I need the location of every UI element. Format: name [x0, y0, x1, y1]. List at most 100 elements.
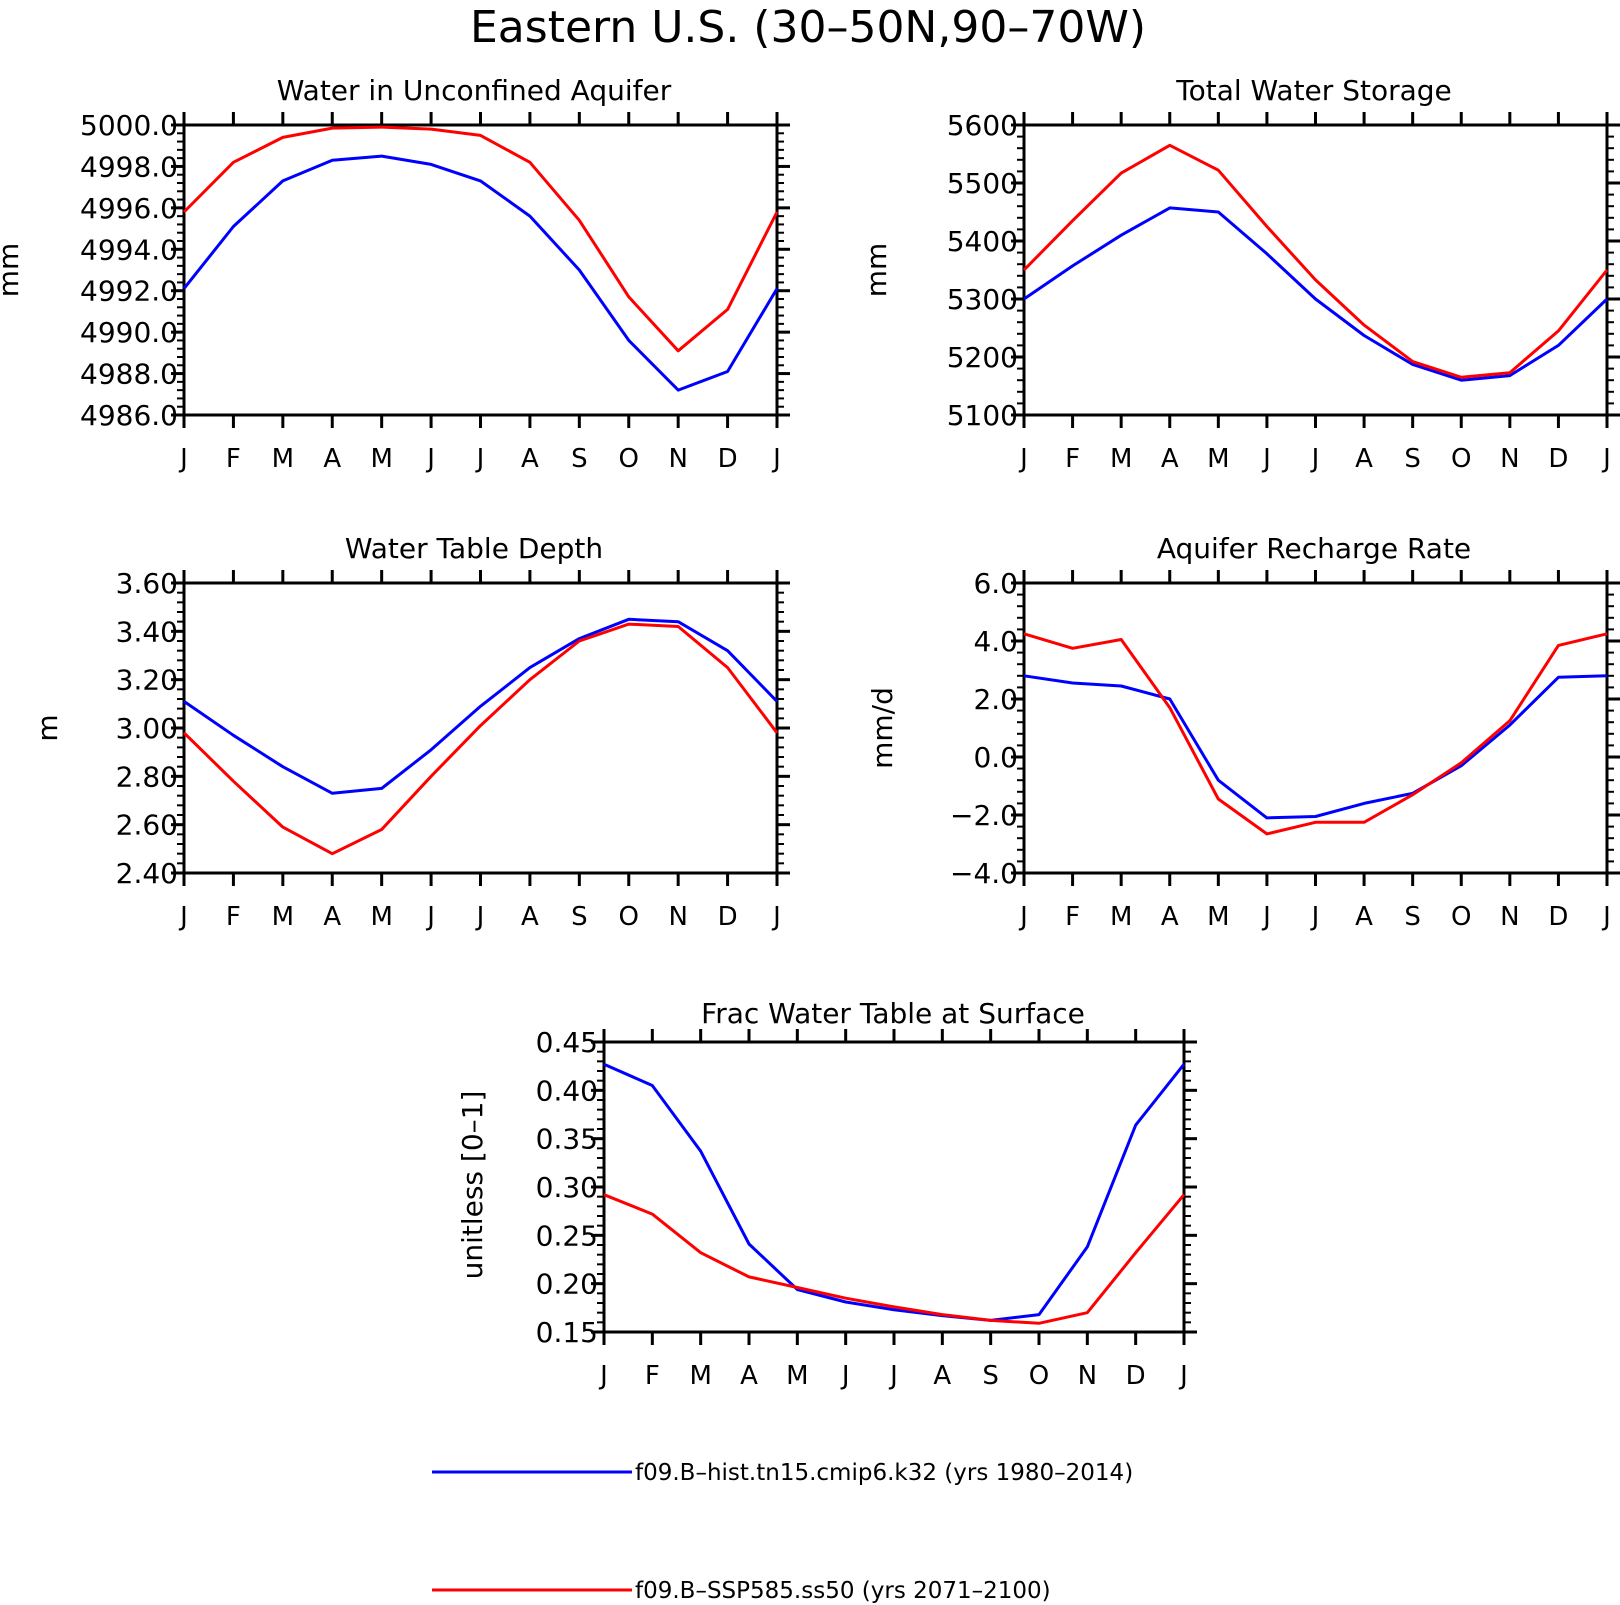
x-tick-label: D — [1126, 1361, 1146, 1391]
x-tick-label: D — [718, 444, 738, 474]
x-tick-label: F — [645, 1361, 660, 1391]
x-tick-label: A — [1161, 444, 1179, 474]
x-tick-label: M — [272, 902, 294, 932]
panel-title: Water in Unconfined Aquifer — [277, 74, 672, 107]
x-tick-label: J — [1178, 1361, 1188, 1391]
y-tick-label: −2.0 — [950, 799, 1018, 832]
y-tick-label: 2.80 — [116, 760, 178, 793]
x-tick-label: J — [771, 444, 781, 474]
panel-water-table-depth: Water Table Depth m J F M A M J J A S O N D J2.402.6… — [31, 532, 790, 932]
panel-title: Aquifer Recharge Rate — [1157, 532, 1471, 565]
x-tick-label: S — [571, 902, 588, 932]
y-tick-label: 5000.0 — [80, 109, 178, 142]
y-tick-label: 4998.0 — [80, 150, 178, 183]
x-tick-label: J — [1310, 444, 1320, 474]
x-tick-label: S — [982, 1361, 999, 1391]
series-line-ssp585 — [182, 622, 779, 856]
x-tick-label: O — [1451, 444, 1471, 474]
series-line-ssp585 — [1022, 143, 1609, 379]
y-tick-label: 3.00 — [116, 712, 178, 745]
x-tick-label: A — [521, 902, 539, 932]
x-tick-label: J — [475, 902, 485, 932]
x-tick-label: D — [1548, 902, 1568, 932]
x-tick-label: J — [598, 1361, 608, 1391]
x-tick-label: A — [521, 444, 539, 474]
y-axis-label: mm — [860, 243, 893, 298]
x-tick-label: A — [1161, 902, 1179, 932]
x-tick-label: N — [668, 444, 687, 474]
y-tick-label: 5300 — [947, 283, 1018, 316]
x-tick-label: A — [323, 902, 341, 932]
x-tick-label: J — [771, 902, 781, 932]
plot-frame — [182, 123, 779, 417]
x-tick-label: O — [619, 444, 639, 474]
series-line-hist — [183, 617, 779, 795]
y-tick-label: 2.0 — [973, 683, 1018, 716]
x-tick-label: J — [1261, 902, 1271, 932]
y-axis-label: m — [31, 714, 64, 741]
series-line-hist — [1023, 674, 1608, 820]
panel-title: Total Water Storage — [1175, 74, 1452, 107]
legend-label-hist: f09.B–hist.tn15.cmip6.k32 (yrs 1980–2014… — [635, 1460, 1133, 1486]
x-tick-label: J — [1310, 902, 1320, 932]
x-tick-label: M — [786, 1361, 808, 1391]
series-line-ssp585 — [182, 125, 779, 353]
x-tick-label: M — [370, 902, 392, 932]
x-tick-label: O — [619, 902, 639, 932]
x-tick-label: S — [571, 444, 588, 474]
y-tick-label: 0.20 — [536, 1268, 598, 1301]
x-tick-label: J — [1018, 444, 1028, 474]
y-tick-label: 4986.0 — [80, 399, 178, 432]
y-tick-label: 4.0 — [973, 625, 1018, 658]
y-tick-label: 2.40 — [116, 857, 178, 890]
y-tick-label: 5100 — [947, 399, 1018, 432]
x-tick-label: M — [1110, 444, 1132, 474]
y-tick-label: 0.30 — [536, 1171, 598, 1204]
y-tick-label: 3.20 — [116, 664, 178, 697]
y-tick-label: 2.60 — [116, 809, 178, 842]
x-tick-label: J — [178, 444, 188, 474]
panel-title: Water Table Depth — [345, 532, 603, 565]
y-tick-label: 4990.0 — [80, 316, 178, 349]
y-tick-label: 0.35 — [536, 1123, 598, 1156]
x-tick-label: M — [689, 1361, 711, 1391]
y-tick-label: 0.15 — [536, 1316, 598, 1349]
x-tick-label: N — [1500, 444, 1519, 474]
series-line-ssp585 — [603, 1193, 1186, 1325]
y-tick-label: 4992.0 — [80, 275, 178, 308]
x-tick-label: J — [178, 902, 188, 932]
x-tick-label: J — [475, 444, 485, 474]
y-tick-label: 0.45 — [536, 1026, 598, 1059]
y-tick-label: 4996.0 — [80, 192, 178, 225]
y-tick-label: 6.0 — [973, 567, 1018, 600]
y-tick-label: 4988.0 — [80, 358, 178, 391]
x-tick-label: A — [323, 444, 341, 474]
x-tick-label: A — [1355, 444, 1373, 474]
y-tick-label: 0.40 — [536, 1074, 598, 1107]
x-tick-label: F — [1065, 902, 1080, 932]
x-tick-label: J — [1018, 902, 1028, 932]
y-tick-label: −4.0 — [950, 857, 1018, 890]
figure-title: Eastern U.S. (30–50N,90–70W) — [470, 2, 1146, 53]
legend-label-ssp585: f09.B–SSP585.ss50 (yrs 2071–2100) — [635, 1578, 1051, 1604]
plot-frame — [1022, 123, 1609, 417]
x-tick-label: D — [1548, 444, 1568, 474]
panel-total-water-storage: Total Water Storage mm J F M A M J J A S O N D J5100… — [860, 74, 1620, 474]
x-tick-label: J — [425, 444, 435, 474]
panel-title: Frac Water Table at Surface — [701, 997, 1085, 1030]
x-tick-label: J — [1601, 902, 1611, 932]
y-tick-label: 0.25 — [536, 1219, 598, 1252]
x-tick-label: A — [1355, 902, 1373, 932]
y-tick-label: 5400 — [947, 225, 1018, 258]
x-tick-label: M — [370, 444, 392, 474]
y-tick-label: 0.0 — [973, 741, 1018, 774]
x-tick-label: A — [933, 1361, 951, 1391]
panel-frac-water-table-surface: Frac Water Table at Surface unitless [0–… — [456, 997, 1197, 1391]
x-tick-label: A — [740, 1361, 758, 1391]
x-tick-label: S — [1404, 902, 1421, 932]
y-tick-label: 5200 — [947, 341, 1018, 374]
series-line-hist — [603, 1062, 1186, 1322]
x-tick-label: M — [1207, 902, 1229, 932]
